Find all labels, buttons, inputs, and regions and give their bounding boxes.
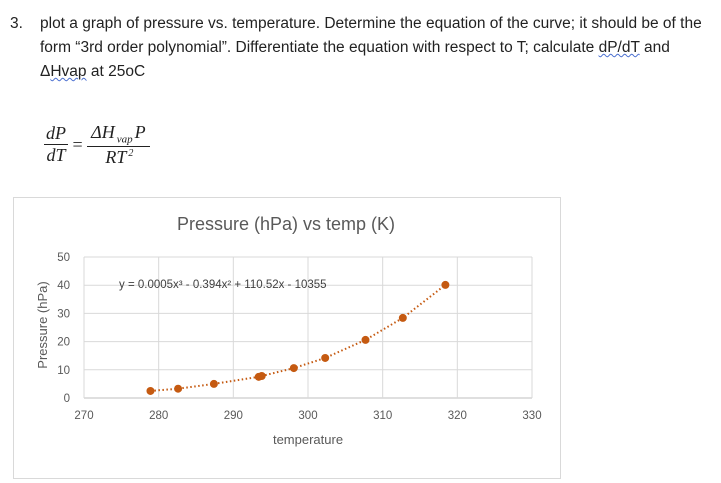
data-point (289, 364, 298, 373)
y-axis-label: Pressure (hPa) (35, 281, 50, 368)
question-number: 3. (10, 15, 23, 32)
y-tick-label: 20 (57, 337, 70, 349)
x-tick-label: 330 (522, 410, 541, 422)
x-tick-label: 280 (149, 410, 168, 422)
eq-lhs-numerator: dP (44, 123, 68, 146)
y-tick-label: 10 (57, 365, 70, 377)
chart-area: Pressure (hPa) vs temp (K) Pressure (hPa… (13, 197, 561, 479)
data-point (146, 386, 155, 395)
data-point (209, 379, 218, 388)
eq-rhs-p: P (134, 122, 146, 142)
dpdt-text: dP/dT (598, 39, 640, 56)
data-point (174, 384, 183, 393)
y-tick-label: 0 (64, 393, 70, 405)
hvap-text: Hvap (50, 63, 87, 80)
x-tick-label: 290 (224, 410, 243, 422)
data-point (398, 313, 407, 322)
y-tick-label: 50 (57, 252, 70, 264)
trendline (150, 284, 446, 392)
x-tick-label: 300 (298, 410, 317, 422)
data-point (321, 353, 330, 362)
x-tick-label: 270 (74, 410, 93, 422)
question-text-part: and Δ (40, 39, 670, 80)
data-point (257, 372, 266, 381)
x-tick-label: 320 (448, 410, 467, 422)
eq-rhs-delta-h: ΔH (91, 122, 115, 142)
scatter-chart: Pressure (hPa) vs temp (K) Pressure (hPa… (35, 214, 542, 447)
x-tick-label: 310 (373, 410, 392, 422)
eq-rhs-denominator: RT (105, 146, 127, 167)
chart-title: Pressure (hPa) vs temp (K) (177, 214, 395, 234)
data-point (361, 335, 370, 344)
clausius-clapeyron-equation: dP dT = ΔH vap P RT 2 (44, 122, 150, 168)
question-text-part: plot a graph of pressure vs. temperature… (40, 15, 702, 56)
eq-rhs-exp: 2 (128, 147, 134, 159)
trendline-equation: y = 0.0005x³ - 0.394x² + 110.52x - 10355 (119, 279, 327, 291)
eq-lhs-denominator: dT (46, 145, 66, 166)
y-tick-label: 30 (57, 308, 70, 320)
data-point (441, 280, 450, 289)
y-tick-label: 40 (57, 280, 70, 292)
x-axis-label: temperature (273, 432, 343, 447)
question-text-part: at 25oC (86, 63, 146, 80)
question-text: plot a graph of pressure vs. temperature… (40, 12, 720, 84)
eq-equals: = (72, 134, 83, 155)
eq-rhs-sub: vap (116, 133, 133, 146)
